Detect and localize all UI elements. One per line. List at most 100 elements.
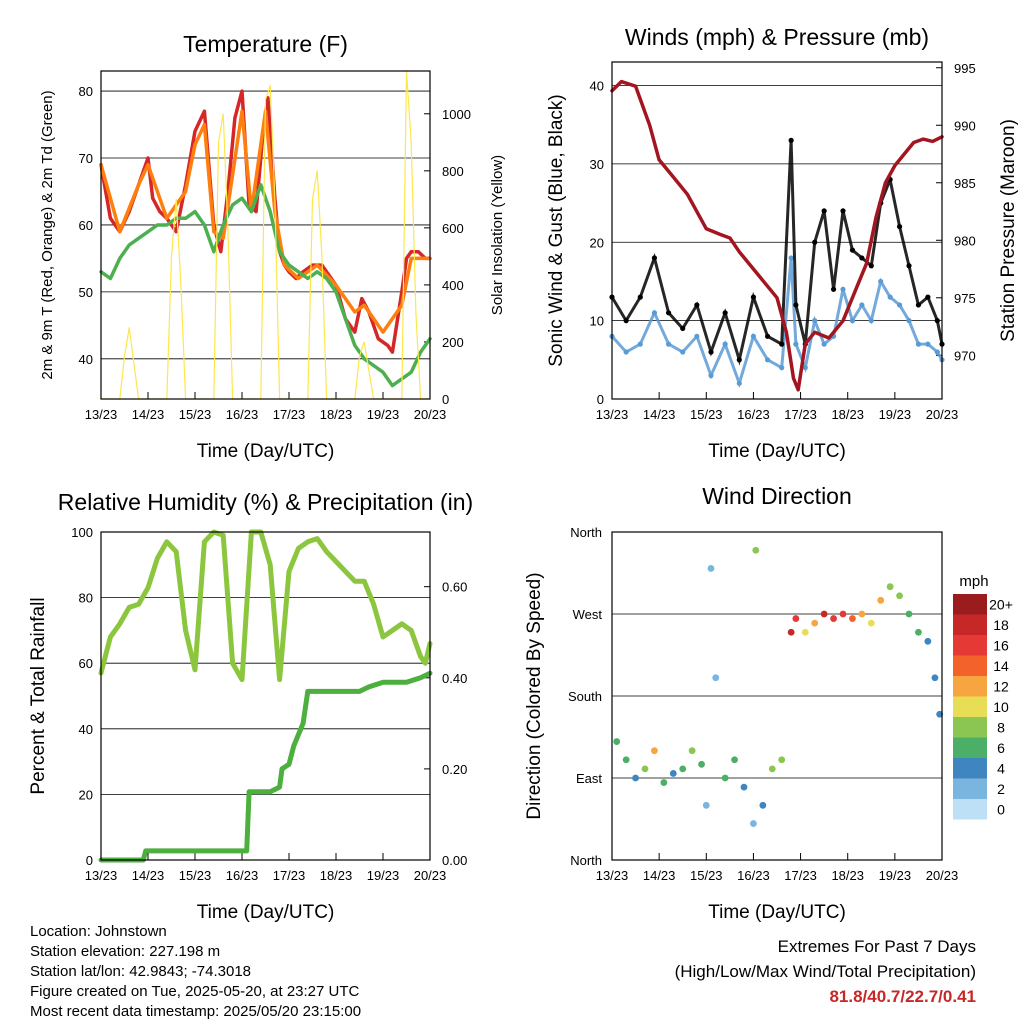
x-tick-label: 14/23 <box>643 868 676 883</box>
direction-point <box>867 619 875 627</box>
plot-frame <box>100 531 431 861</box>
x-tick-label: 17/23 <box>273 407 306 422</box>
y-tick-label: 30 <box>590 157 604 172</box>
chart-panel-2 <box>609 61 945 400</box>
direction-point <box>792 615 800 622</box>
series-line <box>610 79 944 392</box>
latlon-text: Station lat/lon: 42.9843; -74.3018 <box>30 963 252 980</box>
recent-text: Most recent data timestamp: 2025/05/20 2… <box>30 1003 362 1020</box>
y-tick-label: 20 <box>79 787 93 802</box>
direction-point <box>839 610 847 618</box>
direction-point <box>858 610 866 618</box>
legend-label: 0 <box>997 801 1005 817</box>
chart-panel-3 <box>98 529 433 863</box>
x-tick-label: 17/23 <box>784 407 817 422</box>
direction-point <box>721 774 729 782</box>
chart-title: Winds (mph) & Pressure (mb) <box>625 24 929 50</box>
legend-label: 16 <box>993 637 1009 653</box>
x-tick-label: 15/23 <box>179 407 212 422</box>
y2-tick-label: 0 <box>442 392 449 407</box>
legend-swatch <box>953 635 987 656</box>
y2-tick-label: 970 <box>954 348 976 363</box>
direction-point <box>740 783 748 791</box>
direction-point <box>641 765 649 773</box>
y2-tick-label: 990 <box>954 118 976 133</box>
y-axis-label: Direction (Colored By Speed) <box>524 572 545 819</box>
x-tick-label: 17/23 <box>784 868 817 883</box>
direction-point <box>886 583 894 591</box>
direction-point <box>698 760 705 768</box>
series-line <box>610 257 944 389</box>
legend-label: 8 <box>997 719 1005 735</box>
direction-point <box>787 628 795 636</box>
y2-tick-label: 800 <box>442 164 464 179</box>
y2-tick-label: 0.00 <box>442 853 467 868</box>
direction-point <box>830 615 837 622</box>
legend-swatch <box>953 696 987 717</box>
direction-point <box>669 770 677 777</box>
x-tick-label: 20/23 <box>414 868 447 883</box>
chart-panel-1 <box>99 70 432 400</box>
extremes-subtitle: (High/Low/Max Wind/Total Precipitation) <box>674 962 976 981</box>
x-tick-label: 16/23 <box>737 407 770 422</box>
x-axis-label: Time (Day/UTC) <box>708 441 846 462</box>
x-tick-label: 20/23 <box>414 407 447 422</box>
x-axis-label: Time (Day/UTC) <box>708 902 846 923</box>
direction-point <box>632 774 639 782</box>
y-tick-label: 60 <box>79 218 93 233</box>
x-tick-label: 13/23 <box>596 407 629 422</box>
series-line <box>99 109 432 334</box>
x-tick-label: 14/23 <box>643 407 676 422</box>
direction-point <box>936 710 944 718</box>
direction-point <box>679 765 687 773</box>
legend-label: 14 <box>993 658 1009 674</box>
direction-point <box>915 628 922 636</box>
location-text: Location: Johnstown <box>30 923 167 940</box>
y-tick-label: 0 <box>86 853 93 868</box>
y2-tick-label: 0.20 <box>442 762 467 777</box>
x-axis-label: Time (Day/UTC) <box>197 902 335 923</box>
direction-point <box>820 610 828 618</box>
extremes-box: Extremes For Past 7 Days (High/Low/Max W… <box>675 934 976 1009</box>
direction-point <box>660 779 668 786</box>
y2-axis-label: Station Pressure (Maroon) <box>998 119 1019 342</box>
legend-label: 2 <box>997 781 1005 797</box>
x-tick-label: 19/23 <box>879 868 912 883</box>
elevation-text: Station elevation: 227.198 m <box>30 943 221 960</box>
x-tick-label: 19/23 <box>367 407 400 422</box>
legend-title: mph <box>959 573 988 590</box>
y-axis-label: Sonic Wind & Gust (Blue, Black) <box>546 94 567 366</box>
y-tick-label: 40 <box>590 79 604 94</box>
y2-tick-label: 600 <box>442 221 464 236</box>
y-tick-label: East <box>576 771 602 786</box>
extremes-title: Extremes For Past 7 Days <box>777 937 976 956</box>
legend-label: 12 <box>993 678 1009 694</box>
x-tick-label: 20/23 <box>926 868 959 883</box>
x-tick-label: 16/23 <box>226 407 259 422</box>
legend-swatch <box>953 799 987 820</box>
y-tick-label: 10 <box>590 314 604 329</box>
legend-swatch <box>953 717 987 738</box>
x-tick-label: 13/23 <box>85 868 118 883</box>
y2-tick-label: 1000 <box>442 107 471 122</box>
series-line <box>100 70 431 400</box>
legend-swatch <box>953 594 987 615</box>
direction-point <box>712 674 720 682</box>
plot-frame <box>611 531 943 861</box>
x-tick-label: 19/23 <box>367 868 400 883</box>
y-tick-label: 50 <box>79 285 93 300</box>
legend-swatch <box>953 778 987 799</box>
direction-point <box>778 756 786 764</box>
x-tick-label: 16/23 <box>226 868 259 883</box>
direction-point <box>768 765 776 773</box>
y-tick-label: 80 <box>79 84 93 99</box>
legend-label: 18 <box>993 617 1009 633</box>
x-tick-label: 18/23 <box>831 407 864 422</box>
extremes-values: 81.8/40.7/22.7/0.41 <box>829 987 976 1006</box>
y-tick-label: 70 <box>79 151 93 166</box>
direction-point <box>752 546 760 554</box>
y-tick-label: North <box>570 525 602 540</box>
y2-tick-label: 200 <box>442 335 464 350</box>
y2-tick-label: 0.60 <box>442 580 467 595</box>
